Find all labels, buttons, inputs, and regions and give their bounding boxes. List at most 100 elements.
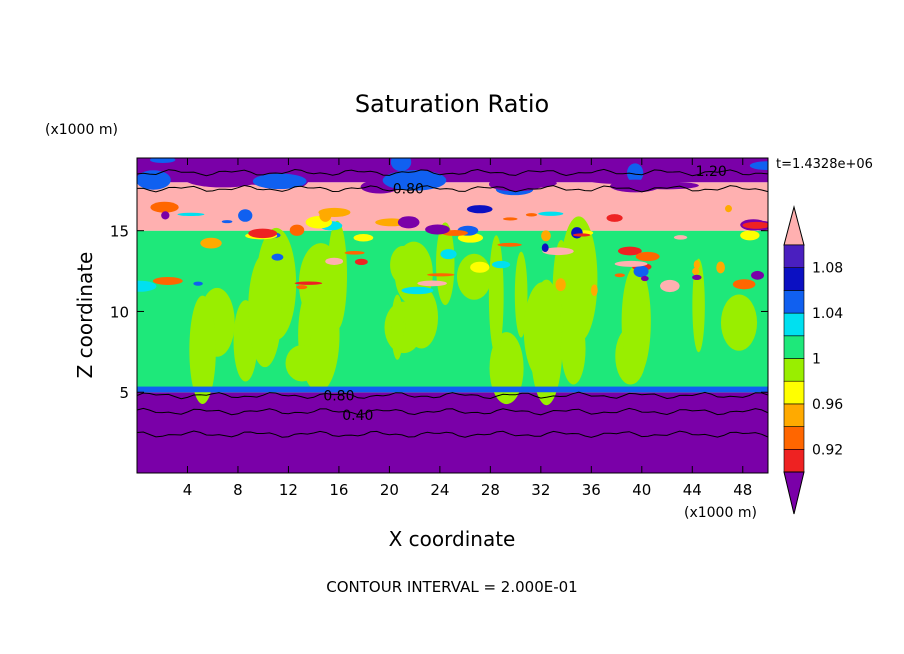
- x-tick-label: 48: [733, 481, 752, 499]
- y-unit-label: (x1000 m): [45, 122, 118, 138]
- x-tick-label: 4: [183, 481, 193, 499]
- field-patch: [673, 235, 688, 240]
- x-tick-label: 24: [430, 481, 449, 499]
- field-patch: [488, 235, 504, 356]
- field-patch: [466, 205, 493, 214]
- field-patch: [397, 216, 420, 229]
- field-patch: [344, 251, 365, 255]
- field-patch: [692, 267, 700, 275]
- field-patch: [626, 163, 644, 183]
- field-patch: [404, 286, 439, 349]
- y-tick-label: 5: [119, 384, 129, 402]
- field-layer-2: [137, 182, 768, 231]
- y-tick-label: 15: [110, 223, 129, 241]
- field-patch: [248, 253, 282, 368]
- field-patch: [248, 228, 278, 239]
- field-patch: [456, 253, 492, 300]
- field-patch: [633, 265, 649, 278]
- field-patch: [137, 170, 171, 190]
- field-patch: [425, 224, 450, 235]
- colorbar-cell: [783, 244, 805, 269]
- field-patch: [161, 211, 170, 220]
- time-label: t=1.4328e+06: [776, 157, 873, 172]
- chart-title: Saturation Ratio: [355, 90, 549, 118]
- y-axis-title: Z coordinate: [73, 252, 97, 379]
- field-patch: [606, 214, 623, 222]
- contour-lines: [137, 168, 768, 438]
- field-patch: [426, 273, 455, 277]
- field-patch: [149, 158, 176, 163]
- field-patch: [497, 242, 522, 247]
- contour-labels: 0.80 1.20 0.80 0.40: [323, 164, 726, 424]
- field-patch: [193, 281, 203, 286]
- field-patch: [693, 260, 700, 270]
- field-patch: [614, 273, 625, 278]
- colorbar-extend-bottom: [783, 471, 805, 515]
- colorbar-cell: [783, 403, 805, 427]
- field-patch: [285, 344, 319, 382]
- field-patch: [382, 170, 447, 191]
- colorbar-tick-label: 1: [812, 352, 821, 368]
- colorbar-cell: [783, 358, 805, 382]
- field-patch: [390, 245, 416, 284]
- x-unit-label: (x1000 m): [684, 505, 757, 521]
- field-patch: [571, 227, 583, 239]
- field-patch: [150, 201, 179, 213]
- field-patch: [732, 279, 756, 290]
- colorbar-tick-label: 0.96: [812, 397, 843, 413]
- field-patches: [137, 158, 768, 406]
- x-axis: 4 8 12 16 20 24 28 32 36 40 44 48: [183, 158, 752, 499]
- field-patch: [523, 282, 562, 380]
- field-patch: [137, 386, 768, 393]
- field-patch: [514, 251, 528, 338]
- field-patch: [541, 243, 549, 253]
- plot-area: 0.801.200.800.40 4 8 12 16 20 24 28 32 36 40 44 48 …: [110, 157, 769, 499]
- field-patch: [252, 173, 307, 190]
- colorbar-cell: [783, 380, 805, 405]
- field-patch: [200, 237, 222, 249]
- x-tick-label: 36: [582, 481, 601, 499]
- field-patch: [525, 213, 538, 217]
- field-patch: [502, 217, 518, 221]
- field-patch: [725, 205, 732, 213]
- field-patch: [590, 284, 598, 296]
- field-patch: [417, 280, 447, 287]
- colorbar-cell: [783, 312, 805, 337]
- colorbar: 0.92 0.96 1 1.04 1.08: [783, 205, 843, 515]
- colorbar-cell: [783, 267, 805, 291]
- contour-line: [137, 184, 768, 193]
- colorbar-cell: [783, 290, 805, 314]
- field-patch: [749, 161, 768, 170]
- field-patch: [457, 232, 484, 243]
- field-patch: [742, 221, 768, 229]
- field-patch: [740, 230, 760, 241]
- field-patch: [327, 220, 348, 330]
- colorbar-cell: [783, 426, 805, 450]
- field-patch: [489, 177, 557, 189]
- colorbar-cell: [783, 448, 805, 473]
- field-patch: [177, 212, 205, 217]
- x-axis-title: X coordinate: [389, 527, 516, 551]
- colorbar-tick-label: 0.92: [812, 442, 843, 458]
- field-patch: [401, 286, 434, 295]
- field-patch: [354, 258, 368, 266]
- field-patch: [560, 216, 598, 343]
- field-patch: [572, 233, 591, 237]
- field-patch: [440, 249, 457, 260]
- field-patch: [640, 275, 649, 282]
- field-patch: [271, 253, 284, 261]
- field-patch: [189, 295, 216, 405]
- field-patch: [541, 230, 551, 242]
- contour-line: [137, 168, 768, 177]
- field-patch: [692, 274, 702, 280]
- field-patch: [238, 209, 253, 222]
- field-patch: [353, 233, 374, 242]
- x-tick-label: 12: [279, 481, 298, 499]
- field-patch: [660, 279, 680, 293]
- field-patch: [555, 278, 566, 292]
- contour-line: [137, 407, 768, 416]
- field-patch: [391, 294, 404, 360]
- x-tick-label: 32: [531, 481, 550, 499]
- contour-label: 0.40: [342, 408, 373, 424]
